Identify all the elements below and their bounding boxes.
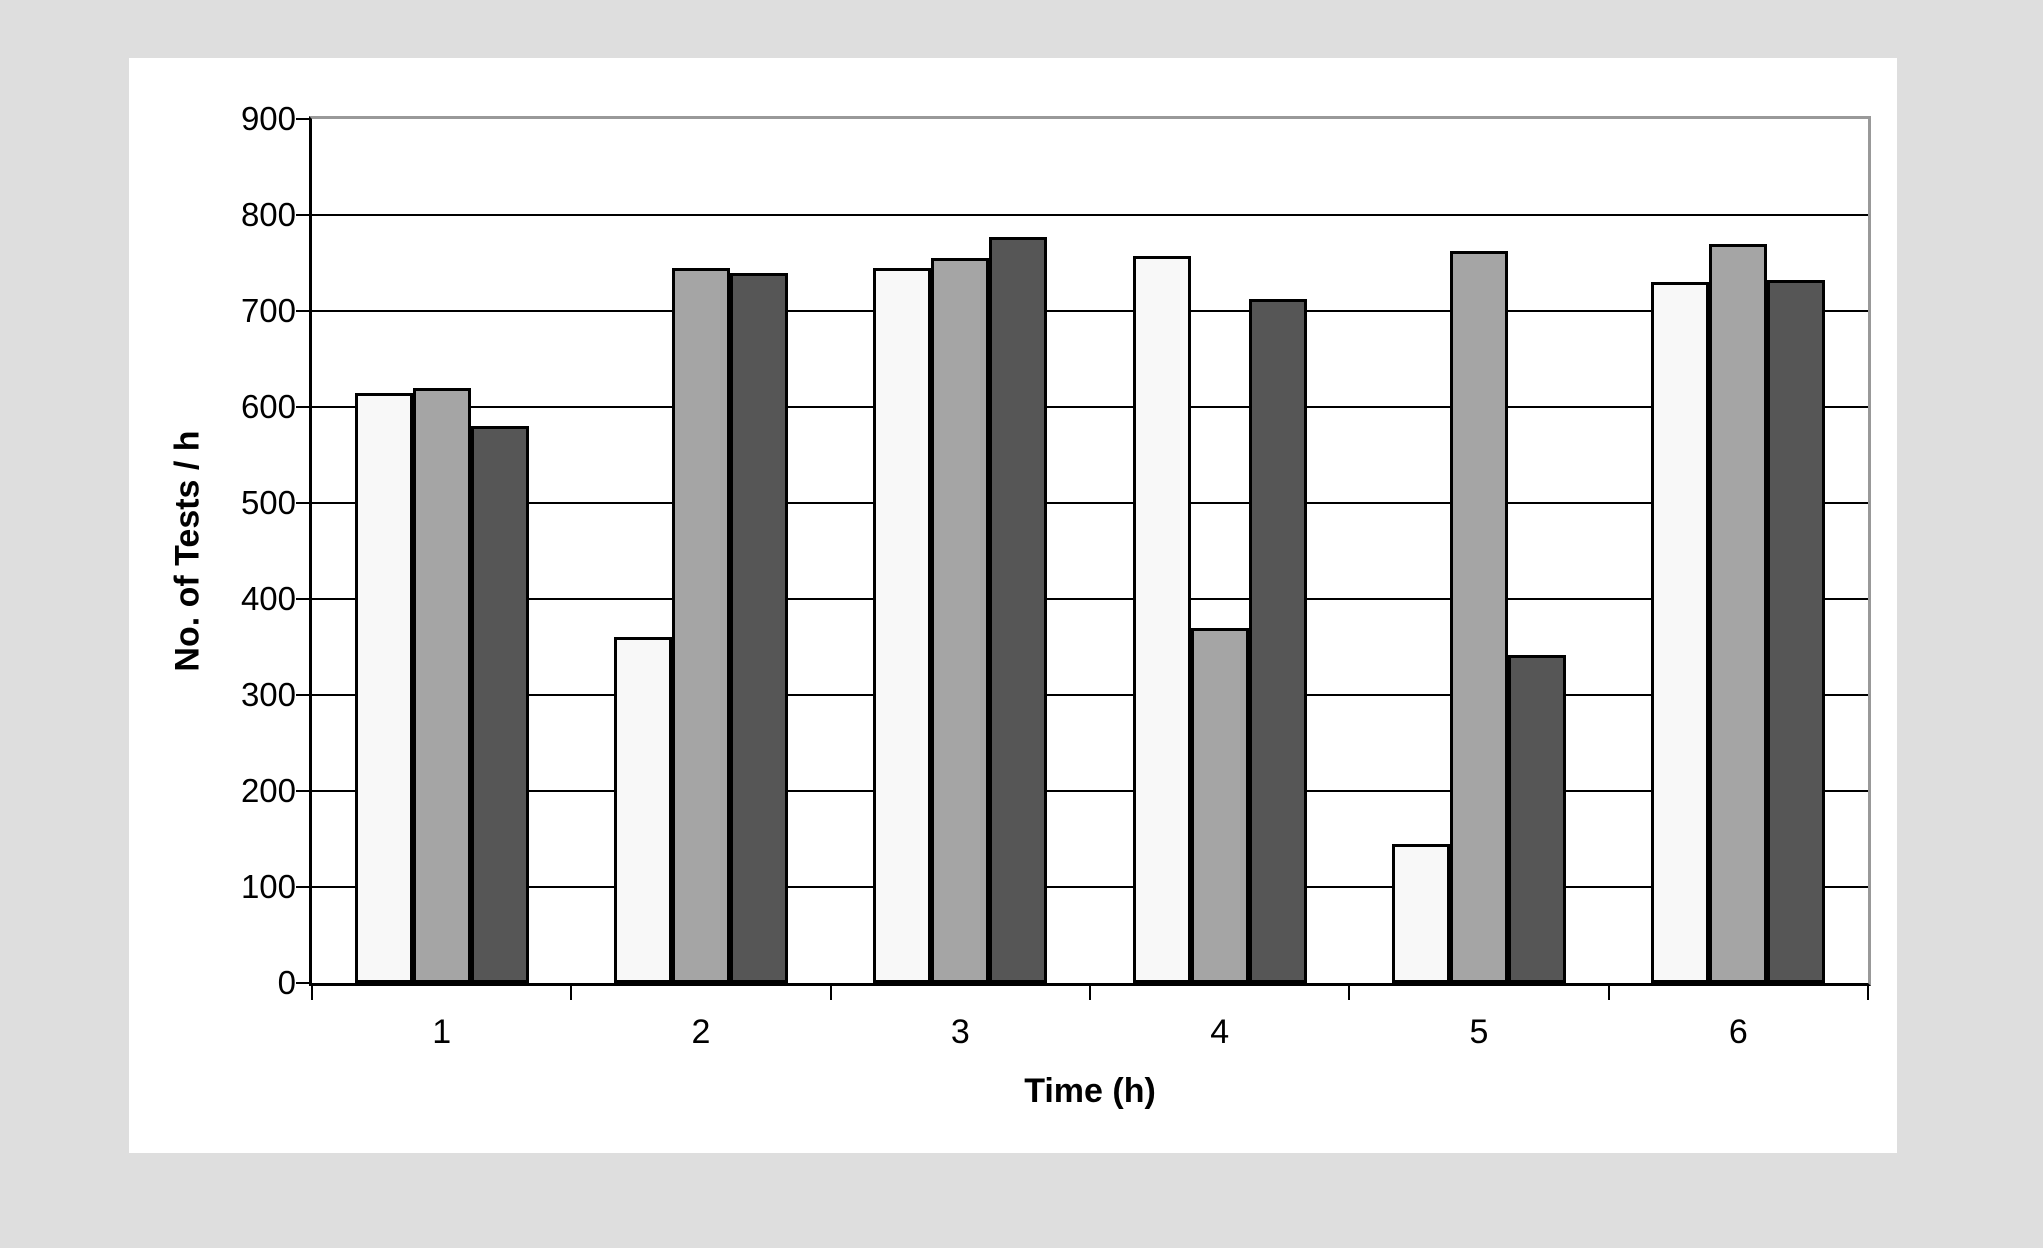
gridline-700	[312, 310, 1868, 312]
y-tick-label-400: 400	[240, 580, 296, 617]
gridline-800	[312, 214, 1868, 216]
y-tick-mark-900	[296, 118, 309, 120]
x-tick-mark-3	[1089, 986, 1091, 1000]
bar-cat3-series-2	[931, 258, 990, 983]
gridline-300	[312, 694, 1868, 696]
bar-cat5-series-1	[1392, 844, 1450, 983]
plot-area	[309, 116, 1871, 986]
y-tick-label-600: 600	[240, 388, 296, 425]
bar-cat5-series-3	[1508, 655, 1566, 983]
x-tick-label-3: 3	[950, 1013, 970, 1051]
y-tick-mark-600	[296, 406, 309, 408]
gridline-200	[312, 790, 1868, 792]
x-tick-mark-6	[1867, 986, 1869, 1000]
bar-cat6-series-3	[1767, 280, 1826, 983]
x-tick-mark-5	[1607, 986, 1610, 1000]
bar-cat1-series-2	[412, 388, 471, 983]
bar-cat2-series-3	[730, 273, 788, 983]
y-tick-mark-500	[296, 502, 309, 504]
x-tick-label-4: 4	[1210, 1013, 1230, 1051]
y-tick-label-500: 500	[240, 484, 296, 521]
bar-cat1-series-1	[354, 393, 413, 983]
x-tick-mark-0	[311, 986, 313, 1000]
bar-cat4-series-3	[1248, 299, 1307, 983]
bar-cat4-series-1	[1132, 256, 1191, 983]
bar-cat5-series-2	[1450, 251, 1508, 983]
gridline-100	[312, 886, 1868, 888]
bar-cat2-series-2	[672, 268, 730, 983]
x-tick-mark-4	[1348, 986, 1351, 1000]
y-tick-mark-700	[296, 310, 309, 312]
x-tick-mark-2	[829, 986, 832, 1000]
y-tick-mark-100	[296, 886, 309, 888]
x-tick-label-2: 2	[691, 1013, 711, 1051]
bar-cat3-series-3	[989, 237, 1048, 983]
gridline-500	[312, 502, 1868, 504]
y-tick-label-0: 0	[277, 964, 296, 1001]
y-tick-label-700: 700	[240, 292, 296, 329]
y-tick-mark-300	[296, 694, 309, 696]
bar-cat6-series-1	[1651, 282, 1710, 983]
x-tick-mark-1	[570, 986, 573, 1000]
x-tick-label-1: 1	[432, 1013, 452, 1051]
y-tick-mark-200	[296, 790, 309, 792]
x-tick-label-5: 5	[1469, 1013, 1489, 1051]
y-tick-mark-400	[296, 598, 309, 600]
bar-cat2-series-1	[614, 637, 672, 983]
x-axis-title: Time (h)	[1024, 1072, 1156, 1110]
x-tick-label-6: 6	[1728, 1013, 1748, 1051]
bar-cat1-series-3	[470, 426, 529, 983]
bar-cat3-series-1	[873, 268, 932, 983]
y-tick-mark-0	[296, 982, 309, 984]
y-tick-label-100: 100	[240, 868, 296, 905]
bar-cat6-series-2	[1709, 244, 1768, 983]
y-axis-title: No. of Tests / h	[168, 430, 207, 672]
y-tick-label-800: 800	[240, 196, 296, 233]
gridline-600	[312, 406, 1868, 408]
y-tick-label-200: 200	[240, 772, 296, 809]
bar-cat4-series-2	[1190, 628, 1249, 983]
gridline-400	[312, 598, 1868, 600]
y-tick-label-300: 300	[240, 676, 296, 713]
y-tick-mark-800	[296, 214, 309, 216]
y-tick-label-900: 900	[240, 100, 296, 137]
